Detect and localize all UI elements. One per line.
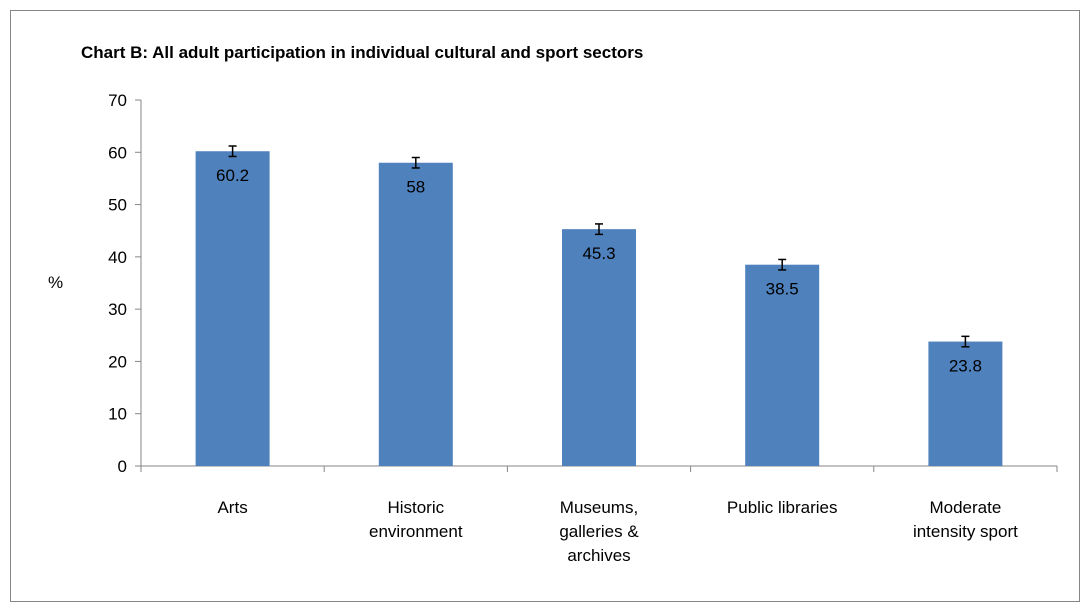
y-tick-label: 30 — [108, 300, 127, 319]
x-tick-label: Public libraries — [727, 498, 838, 517]
data-label: 58 — [406, 178, 425, 197]
y-axis-label: % — [48, 273, 64, 292]
y-tick-label: 70 — [108, 91, 127, 110]
y-tick-label: 50 — [108, 196, 127, 215]
y-tick-label: 20 — [108, 352, 127, 371]
x-tick-label: Museums, galleries & archives — [559, 498, 639, 565]
data-label: 60.2 — [216, 166, 249, 185]
y-tick-label: 40 — [108, 248, 127, 267]
bar — [928, 341, 1003, 466]
data-label: 38.5 — [766, 280, 799, 299]
y-tick-label: 0 — [118, 457, 127, 476]
x-tick-label: Historic environment — [369, 498, 463, 541]
chart-frame — [10, 10, 1080, 602]
x-tick-label: Moderate intensity sport — [913, 498, 1018, 541]
y-tick-label: 60 — [108, 143, 127, 162]
bar — [745, 264, 820, 466]
bar — [195, 151, 270, 467]
bar — [378, 162, 453, 466]
x-tick-label: Arts — [217, 498, 247, 517]
data-label: 45.3 — [582, 244, 615, 263]
bar — [562, 229, 636, 466]
y-tick-label: 10 — [108, 405, 127, 424]
chart-title: Chart B: All adult participation in indi… — [81, 43, 644, 62]
data-label: 23.8 — [949, 357, 982, 376]
